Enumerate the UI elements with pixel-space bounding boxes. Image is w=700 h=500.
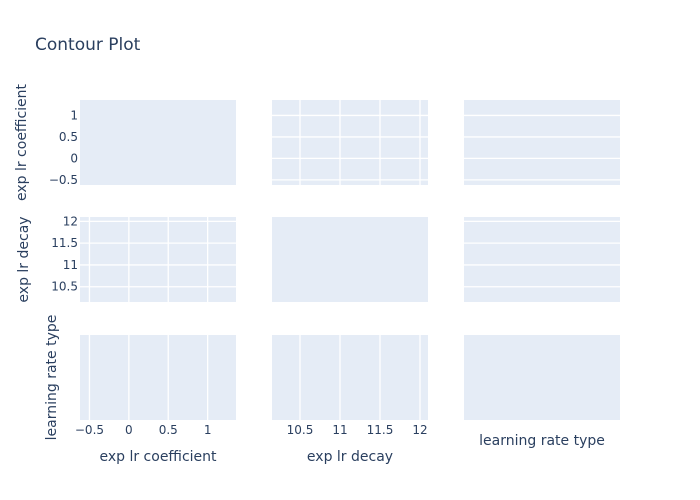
panel-background [272,335,428,420]
y-tick-label: 11 [63,258,78,272]
panel-learning-rate-type-vs-exp-lr-decay [272,335,428,420]
y-tick-label: 10.5 [51,280,78,294]
panel-background [464,100,620,185]
panel-exp-lr-decay-vs-exp-lr-decay [272,217,428,302]
panel-exp-lr-coefficient-vs-exp-lr-decay [272,100,428,185]
x-tick-label: 11 [332,423,347,437]
axis-labels: −0.5 0 0.5 1 10.5 11 11.5 12 −0.5 0 0.5 1 10.5 11 11.5… [14,83,605,465]
chart-title: Contour Plot [35,35,141,55]
x-axis-title: learning rate type [479,433,605,449]
y-tick-label: 0 [70,151,78,165]
panel-background [464,217,620,302]
y-tick-label: 1 [70,108,78,122]
y-axis-title: exp lr decay [16,216,32,302]
panel-background [464,335,620,420]
x-tick-label: 0 [125,423,133,437]
x-axis-title: exp lr decay [307,449,393,465]
y-tick-label: −0.5 [49,173,78,187]
y-axis-title: exp lr coefficient [14,83,30,201]
y-axis-title: learning rate type [44,315,60,441]
x-tick-label: 10.5 [287,423,314,437]
panel-background [272,100,428,185]
panel-exp-lr-coefficient-vs-learning-rate-type [464,100,620,185]
panel-grid [80,100,620,420]
x-tick-label: 0.5 [159,423,178,437]
panel-learning-rate-type-vs-exp-lr-coefficient [80,335,236,420]
x-tick-label: −0.5 [75,423,104,437]
panel-learning-rate-type-vs-learning-rate-type [464,335,620,420]
y-tick-label: 11.5 [51,236,78,250]
x-tick-label: 1 [204,423,212,437]
panel-background [272,217,428,302]
y-tick-label: 12 [63,214,78,228]
panel-exp-lr-decay-vs-exp-lr-coefficient [80,217,236,302]
x-tick-label: 11.5 [367,423,394,437]
y-tick-label: 0.5 [59,130,78,144]
x-axis-title: exp lr coefficient [99,449,217,465]
panel-exp-lr-coefficient-vs-exp-lr-coefficient [80,100,236,185]
panel-background [80,335,236,420]
panel-background [80,217,236,302]
panel-exp-lr-decay-vs-learning-rate-type [464,217,620,302]
x-tick-label: 12 [412,423,427,437]
panel-background [80,100,236,185]
